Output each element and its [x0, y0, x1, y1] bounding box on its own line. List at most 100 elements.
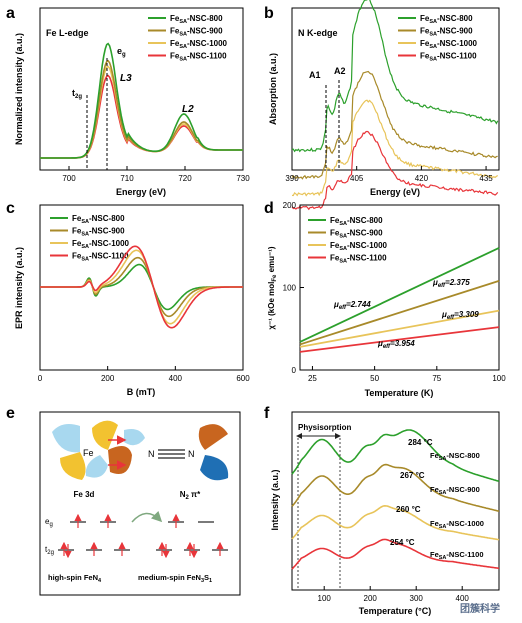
t2g-level-label: t2g [45, 545, 54, 556]
series-line [40, 42, 243, 159]
legend-label: FeSA-NSC-1000 [330, 241, 388, 252]
panel-f: f Physisorption 284 °C 267 °C 260 °C 254… [264, 405, 500, 616]
x-tick-label: 300 [410, 594, 424, 603]
series-label: FeSA-NSC-900 [430, 485, 480, 496]
panel-e: e Fe N N Fe 3d N2 π* eg t2g [6, 405, 241, 596]
peak-label-800: 284 °C [408, 438, 433, 447]
ticks-d: 25 50 75 100 0 100 200 [283, 201, 507, 383]
series-line [291, 0, 499, 153]
a1-label: A1 [309, 70, 321, 80]
x-tick-label: 700 [62, 174, 76, 183]
panel-c: c FeSA-NSC-800FeSA-NSC-900FeSA-NSC-1000F… [6, 200, 250, 397]
legend-label: FeSA-NSC-1100 [170, 52, 227, 63]
eg-label: eg [117, 46, 126, 58]
curves-a [40, 42, 243, 159]
x-axis-label-d: Temperature (K) [365, 388, 434, 398]
series-line [40, 245, 243, 329]
fe3d-label: Fe 3d [74, 490, 95, 499]
y-axis-label-a: Normalized intensity (a.u.) [14, 33, 24, 145]
x-tick-label: 400 [169, 374, 183, 383]
legend-label: FeSA-NSC-800 [420, 14, 473, 25]
panel-b-title: N K-edge [298, 28, 338, 38]
x-tick-label: 100 [318, 594, 332, 603]
panel-letter-d: d [264, 200, 274, 217]
n-atom-label: N [148, 449, 155, 459]
n2-atom-label: N [188, 449, 195, 459]
x-tick-label: 420 [415, 174, 429, 183]
x-ticks-f: 100 200 300 400 [318, 586, 470, 603]
x-tick-label: 200 [364, 594, 378, 603]
panel-letter-a: a [6, 5, 15, 22]
plot-frame-b [291, 7, 500, 171]
x-tick-label: 75 [432, 374, 441, 383]
x-axis-label-b: Energy (eV) [370, 187, 420, 197]
series-line [40, 74, 243, 159]
frame-e [39, 411, 241, 596]
series-line [291, 130, 499, 211]
x-tick-label: 50 [370, 374, 379, 383]
x-tick-label: 25 [308, 374, 317, 383]
series-line [291, 538, 500, 570]
y-axis-label-d: χ⁻¹ (kOe molFe emu⁻¹) [267, 246, 278, 330]
medium-spin-label: medium-spin FeN3S1 [138, 573, 212, 584]
legend-label: FeSA-NSC-900 [170, 27, 223, 38]
y-axis-label-c: EPR intensity (a.u.) [14, 247, 24, 329]
legend-label: FeSA-NSC-800 [170, 14, 223, 25]
y-tick-label: 200 [283, 201, 297, 210]
l2-label: L2 [182, 104, 194, 115]
series-line [299, 309, 500, 348]
x-tick-label: 100 [492, 374, 506, 383]
series-line [40, 59, 243, 159]
legend-label: FeSA-NSC-800 [330, 216, 383, 227]
curves-b [291, 0, 499, 211]
x-tick-label: 720 [178, 174, 192, 183]
series-line [291, 99, 499, 197]
x-tick-label: 200 [101, 374, 115, 383]
series-label: FeSA-NSC-1100 [430, 550, 484, 561]
series-label: FeSA-NSC-1000 [430, 519, 484, 530]
series-label: FeSA-NSC-800 [430, 451, 480, 462]
x-tick-label: 730 [236, 174, 250, 183]
mu-label-800: μeff=2.375 [432, 278, 470, 289]
x-tick-label: 435 [479, 174, 493, 183]
legend-label: FeSA-NSC-1000 [420, 39, 478, 50]
legend-label: FeSA-NSC-1100 [420, 52, 477, 63]
y-tick-label: 0 [292, 366, 297, 375]
peak-label-1100: 254 °C [390, 538, 415, 547]
panel-letter-e: e [6, 405, 15, 422]
y-tick-label: 100 [283, 284, 297, 293]
x-axis-label-c: B (mT) [127, 387, 156, 397]
curves-d [299, 247, 500, 353]
high-spin-label: high-spin FeN4 [48, 573, 102, 584]
panel-d: d FeSA-NSC-800FeSA-NSC-900FeSA-NSC-1000F… [264, 200, 506, 398]
x-ticks-a: 700 710 720 730 [62, 166, 250, 183]
series-line [40, 65, 243, 159]
legend-label: FeSA-NSC-1000 [72, 239, 130, 250]
triple-bond [158, 449, 185, 459]
plot-frame-a [39, 7, 244, 171]
peak-label-900: 267 °C [400, 471, 425, 480]
series-labels-f: FeSA-NSC-800 FeSA-NSC-900 FeSA-NSC-1000 FeS… [430, 451, 484, 561]
x-tick-label: 600 [236, 374, 250, 383]
x-axis-label-f: Temperature (°C) [359, 606, 431, 616]
peak-label-1000: 260 °C [396, 505, 421, 514]
n2-pi-orbital-lobes [198, 424, 229, 481]
series-line [291, 70, 498, 180]
spin-transition-arrow [131, 510, 163, 523]
panel-b: b N K-edge FeSA-NSC-800FeSA-NSC-900FeSA-… [264, 0, 500, 211]
fe-atom-label: Fe [83, 448, 94, 458]
mu-label-1000: μeff=3.309 [441, 310, 479, 321]
energy-levels [58, 513, 228, 559]
legend-label: FeSA-NSC-900 [420, 27, 473, 38]
series-line [291, 504, 500, 541]
legend-label: FeSA-NSC-800 [72, 214, 125, 225]
x-tick-label: 400 [456, 594, 470, 603]
x-ticks-c: 0 200 400 600 [38, 366, 250, 383]
legend-label: FeSA-NSC-1100 [330, 254, 387, 265]
panel-letter-b: b [264, 5, 274, 22]
l3-label: L3 [120, 73, 132, 84]
